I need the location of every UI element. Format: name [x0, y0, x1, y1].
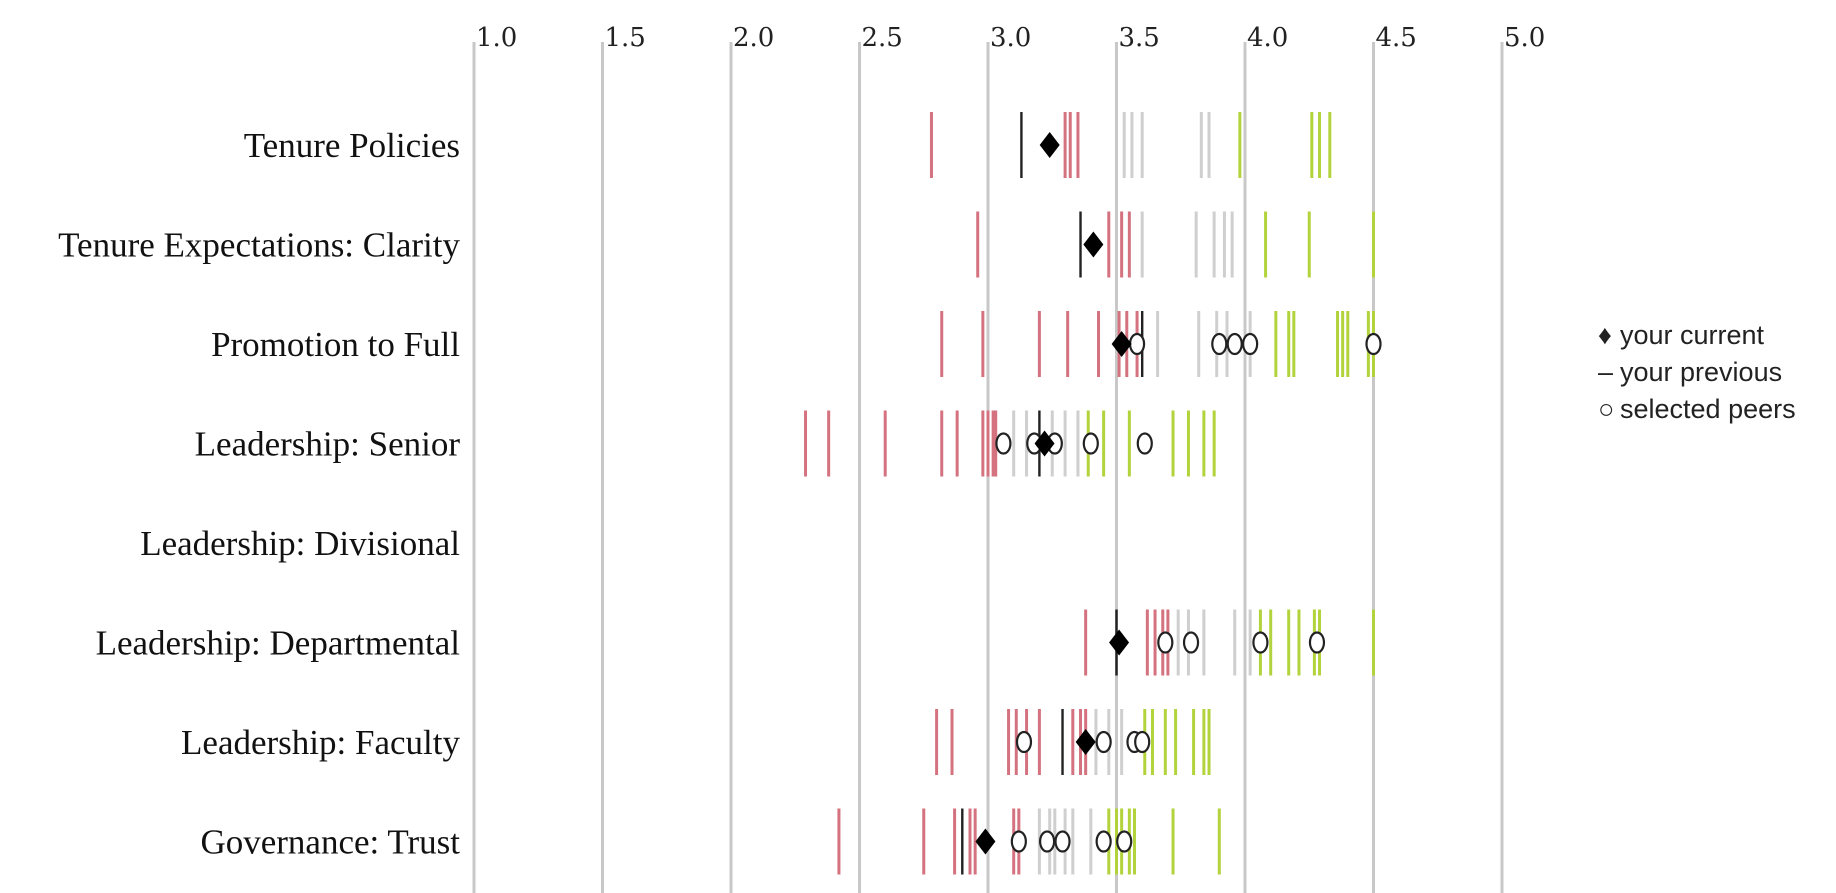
row-label: Leadership: Departmental	[96, 624, 461, 663]
markers	[961, 112, 1382, 875]
x-tick-label: 4.5	[1376, 23, 1417, 53]
current-marker	[1111, 331, 1132, 357]
current-marker	[1039, 132, 1060, 158]
row-label: Leadership: Senior	[195, 425, 461, 464]
current-marker	[1034, 430, 1055, 457]
peer-marker	[1308, 631, 1326, 654]
row-label: Leadership: Faculty	[181, 723, 460, 762]
current-marker	[1083, 231, 1104, 258]
peer-marker	[1054, 830, 1071, 853]
legend-previous-label: your previous	[1620, 357, 1782, 387]
peer-marker	[1157, 631, 1174, 654]
legend: ♦ your current – your previous ○ selecte…	[1598, 320, 1796, 424]
peer-marker	[1116, 830, 1133, 853]
legend-peers-label: selected peers	[1620, 394, 1796, 424]
distribution-bars	[804, 112, 1375, 875]
x-tick-labels: 1.0 1.5 2.0 2.5 3.0 3.5 4.0 4.5 5.0	[476, 23, 1545, 53]
current-marker	[975, 828, 996, 855]
row-labels: Tenure Policies Tenure Expectations: Clar…	[58, 126, 460, 862]
peer-marker	[1134, 730, 1151, 754]
peer-marker	[1211, 332, 1228, 356]
x-tick-label: 2.0	[733, 23, 774, 53]
x-tick-label: 1.5	[605, 23, 646, 53]
peer-marker	[1226, 332, 1243, 356]
legend-peers-symbol: ○	[1598, 394, 1614, 424]
row-label: Promotion to Full	[211, 325, 460, 364]
legend-previous-symbol: –	[1598, 357, 1613, 387]
peer-marker	[1095, 830, 1112, 853]
x-tick-label: 3.0	[990, 23, 1031, 53]
x-tick-label: 1.0	[476, 23, 517, 53]
peer-marker	[1082, 432, 1099, 455]
row-label: Governance: Trust	[200, 823, 460, 862]
legend-current-symbol: ♦	[1598, 320, 1612, 350]
x-tick-label: 5.0	[1504, 23, 1545, 53]
peer-marker	[1182, 631, 1200, 654]
peer-marker	[1242, 332, 1259, 356]
current-marker	[1075, 729, 1096, 755]
x-tick-label: 4.0	[1247, 23, 1288, 53]
peer-marker	[1365, 332, 1382, 356]
peer-marker	[1128, 332, 1146, 356]
row-label: Tenure Policies	[244, 126, 460, 165]
peer-marker	[1039, 830, 1056, 853]
peer-marker	[1015, 730, 1033, 754]
peer-marker	[1095, 730, 1112, 754]
x-tick-label: 2.5	[862, 23, 903, 53]
x-tick-label: 3.5	[1119, 23, 1160, 53]
row-label: Tenure Expectations: Clarity	[58, 226, 460, 265]
peer-marker	[1252, 631, 1269, 654]
peer-marker	[995, 432, 1012, 455]
peer-marker	[1010, 830, 1027, 853]
row-label: Leadership: Divisional	[140, 524, 460, 563]
peer-marker	[1136, 432, 1153, 455]
legend-current-label: your current	[1620, 320, 1765, 350]
current-marker	[1109, 629, 1130, 656]
